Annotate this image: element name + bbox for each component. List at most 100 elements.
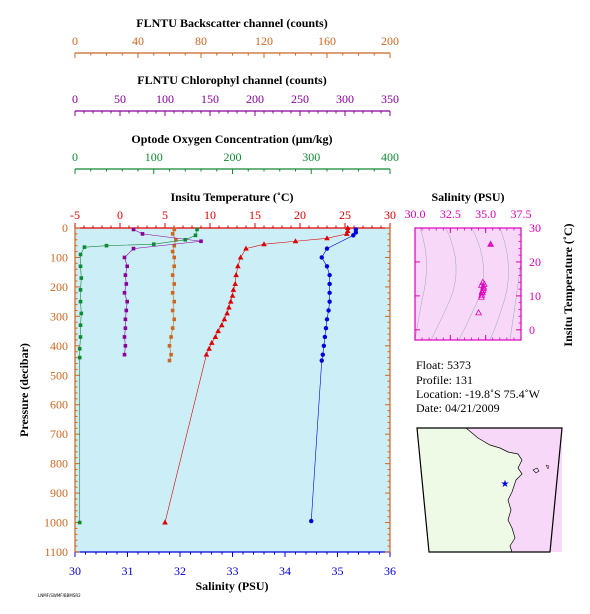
salinity-point <box>326 308 331 313</box>
salinity-point <box>327 281 332 287</box>
map-lake <box>545 464 550 470</box>
chlorophyll-point <box>124 308 129 313</box>
backscatter-point <box>170 249 175 254</box>
chlorophyll-point <box>140 232 145 236</box>
salinity-axis-title: Salinity (PSU) <box>195 579 268 593</box>
backscatter-tick-label: 200 <box>381 34 399 48</box>
backscatter-tick-label: 160 <box>318 34 336 48</box>
backscatter-point <box>170 326 175 330</box>
backscatter-point <box>172 282 177 286</box>
pressure-tick-label: 400 <box>50 339 68 353</box>
salinity-point <box>351 233 356 238</box>
profile-plot-area <box>75 228 390 552</box>
temperature-point <box>212 333 219 339</box>
salinity-point <box>319 358 324 363</box>
temperature-point <box>203 351 210 357</box>
temperature-point <box>235 263 241 269</box>
pressure-tick-label: 700 <box>50 427 68 441</box>
ts-temperature-tick-label: 0 <box>529 323 535 337</box>
map-coastline <box>465 427 523 553</box>
oxygen-point <box>79 311 84 316</box>
chlorophyll-point <box>131 227 136 232</box>
oxygen-tick-label: 400 <box>381 150 399 164</box>
profile-data <box>77 225 359 525</box>
location-map: ★ <box>416 427 563 553</box>
map-lake <box>532 467 540 474</box>
temperature-point <box>209 339 215 345</box>
oxygen-point <box>193 233 198 238</box>
salinity-point <box>327 272 332 278</box>
pressure-tick-label: 300 <box>50 309 68 323</box>
temperature-tick-label: 10 <box>204 208 216 222</box>
oxygen-point <box>78 335 83 339</box>
backscatter-point <box>172 227 177 232</box>
ts-point <box>480 280 488 287</box>
oxygen-point <box>77 520 82 525</box>
backscatter-axis-title: FLNTU Backscatter channel (counts) <box>136 16 327 30</box>
salinity-point <box>353 230 359 235</box>
temperature-point <box>218 322 225 328</box>
backscatter-point <box>172 317 177 322</box>
ts-point <box>477 293 485 300</box>
temperature-point <box>233 272 239 278</box>
ts-temperature-axis-title: Insitu Temperature (˚C) <box>561 223 575 346</box>
temperature-point <box>221 316 228 322</box>
salinity-tick-label: 36 <box>384 564 396 578</box>
pressure-tick-label: 500 <box>50 368 68 382</box>
pressure-tick-label: 800 <box>50 457 68 471</box>
oxygen-point <box>104 243 109 248</box>
ts-point <box>487 240 495 247</box>
chlorophyll-point <box>123 273 128 277</box>
chlorophyll-axis-title: FLNTU Chlorophyl channel (counts) <box>137 73 326 87</box>
temperature-point <box>162 519 168 525</box>
ts-salinity-tick-label: 32.5 <box>440 207 461 221</box>
oxygen-point <box>78 323 83 327</box>
profile-label: Profile: 131 <box>416 373 473 387</box>
backscatter-point <box>172 255 177 260</box>
chlorophyll-tick-label: 200 <box>246 92 264 106</box>
backscatter-point <box>174 237 178 242</box>
chlorophyll-point <box>125 299 129 304</box>
pressure-tick-label: 100 <box>50 250 68 264</box>
ts-salinity-tick-label: 35.0 <box>475 207 496 221</box>
backscatter-point <box>167 358 172 363</box>
oxygen-point <box>78 288 83 292</box>
temperature-tick-label: 20 <box>294 208 306 222</box>
oxygen-point <box>183 237 188 242</box>
temperature-point <box>230 286 237 292</box>
ts-point <box>478 287 486 295</box>
float-location-icon: ★ <box>501 479 510 490</box>
temperature-point <box>227 298 234 304</box>
temperature-point <box>237 254 244 260</box>
oxygen-tick-label: 300 <box>302 150 320 164</box>
chlorophyll-point <box>122 335 127 339</box>
temperature-point <box>324 235 330 241</box>
pressure-tick-label: 1100 <box>44 545 68 559</box>
salinity-point <box>324 317 330 322</box>
date-label: Date: 04/21/2009 <box>416 401 500 415</box>
temperature-tick-label: 15 <box>249 208 261 222</box>
ts-data <box>475 240 495 316</box>
backscatter-point <box>170 308 175 313</box>
oxygen-point <box>78 299 83 304</box>
chlorophyll-tick-label: 50 <box>114 92 126 106</box>
pressure-tick-label: 900 <box>50 486 68 500</box>
salinity-point <box>309 518 314 524</box>
salinity-tick-label: 32 <box>174 564 186 578</box>
backscatter-point <box>172 264 177 269</box>
temperature-point <box>344 227 351 233</box>
chlorophyll-point <box>122 255 127 260</box>
map-frame <box>416 427 563 553</box>
salinity-point <box>319 255 324 260</box>
temperature-tick-label: 30 <box>384 208 396 222</box>
salinity-point <box>321 343 327 349</box>
pressure-tick-label: 1000 <box>44 516 68 530</box>
backscatter-point <box>169 335 173 339</box>
temperature-point <box>344 225 351 230</box>
backscatter-point <box>172 299 177 304</box>
location-label: Location: -19.8˚S 75.4˚W <box>416 387 541 401</box>
backscatter-tick-label: 80 <box>195 34 207 48</box>
ts-point <box>478 291 486 298</box>
